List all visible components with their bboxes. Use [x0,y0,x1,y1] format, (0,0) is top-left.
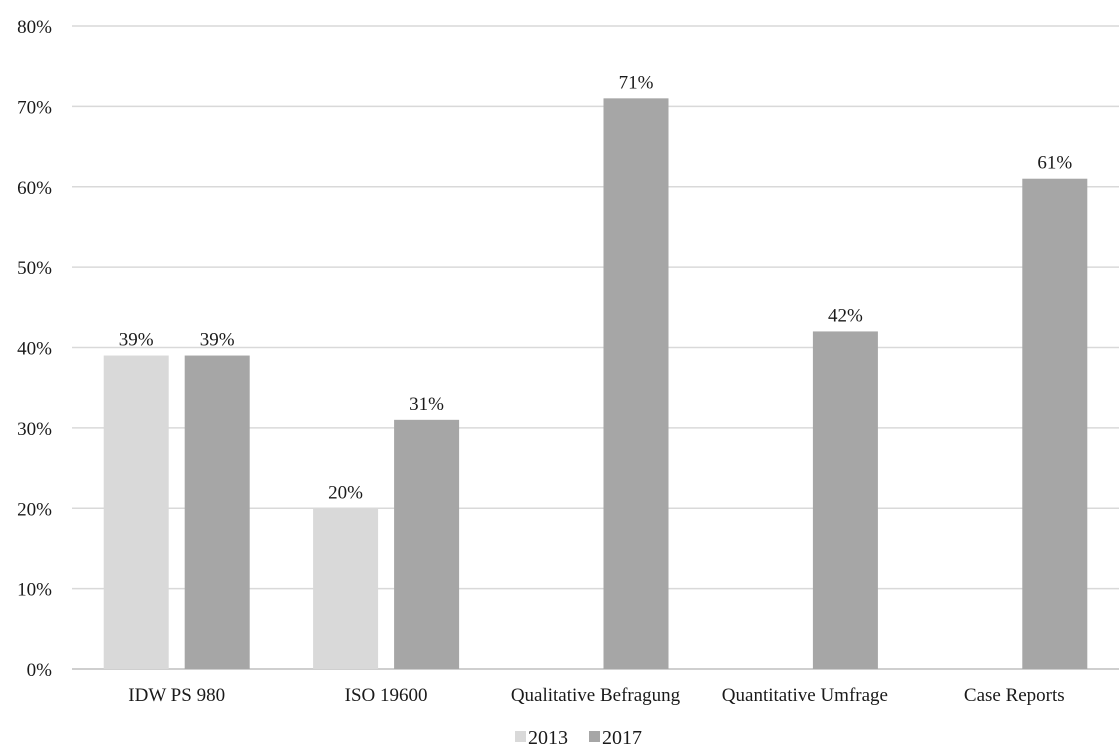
y-tick-label: 70% [17,97,52,118]
bar-2017-2 [603,98,669,669]
x-axis: IDW PS 980 ISO 19600 Qualitative Befragung… [128,685,1064,706]
x-tick-label: Case Reports [964,685,1065,706]
data-label: 39% [119,330,154,351]
bar-2013-1 [313,508,379,669]
bar-2017-1 [394,419,460,669]
data-label: 20% [328,482,363,503]
y-tick-label: 40% [17,339,52,360]
legend-label: 2017 [602,727,642,747]
bar-2017-4 [1022,178,1088,669]
y-tick-label: 60% [17,178,52,199]
x-tick-label: IDW PS 980 [128,685,225,706]
legend-swatch-2017 [589,731,600,742]
data-labels: 39% 39% 20% 31% 71% 42% 61% [119,72,1073,503]
y-tick-label: 30% [17,419,52,440]
x-tick-label: Quantitative Umfrage [722,685,888,706]
y-tick-label: 50% [17,258,52,279]
bar-2013-0 [103,355,169,669]
data-label: 39% [200,330,235,351]
legend: 2013 2017 [515,727,642,747]
data-label: 31% [409,394,444,415]
bar-2017-0 [184,355,250,669]
x-tick-label: ISO 19600 [345,685,428,706]
data-label: 42% [828,305,863,326]
bar-2017-3 [812,331,878,669]
y-axis: 0% 10% 20% 30% 40% 50% 60% 70% 80% [17,17,52,681]
y-tick-label: 10% [17,580,52,601]
legend-swatch-2013 [515,731,526,742]
y-tick-label: 80% [17,17,52,38]
data-label: 71% [619,72,654,93]
y-tick-label: 0% [27,660,53,681]
data-label: 61% [1037,153,1072,174]
x-tick-label: Qualitative Befragung [511,685,681,706]
y-tick-label: 20% [17,499,52,520]
bars [103,98,1088,669]
legend-label: 2013 [528,727,568,747]
